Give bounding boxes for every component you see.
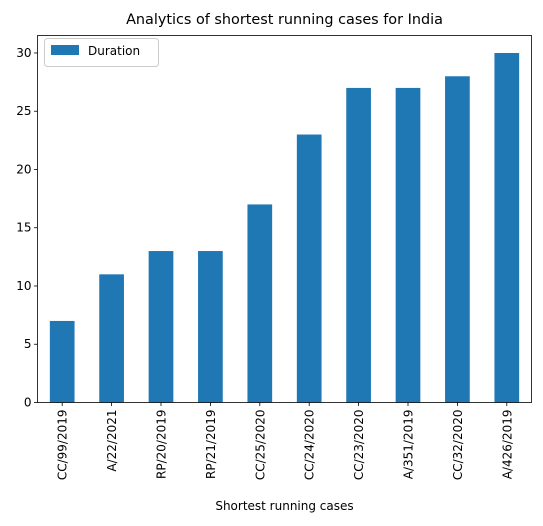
bars-group: [49, 52, 520, 403]
x-axis-label: Shortest running cases: [215, 499, 353, 513]
bar: [247, 204, 273, 403]
bar: [395, 87, 421, 403]
bar: [49, 320, 75, 403]
x-tick-label: CC/23/2020: [352, 410, 366, 481]
x-tick-label: RP/21/2019: [204, 410, 218, 479]
y-tick-label: 10: [16, 279, 31, 293]
bar: [148, 251, 174, 403]
x-tick-label: A/426/2019: [500, 410, 514, 480]
y-tick-label: 15: [16, 221, 31, 235]
y-tick-label: 0: [24, 396, 32, 410]
bar: [494, 52, 520, 403]
x-axis: CC/99/2019 A/22/2021 RP/20/2019 RP/21/2019 C…: [56, 402, 514, 481]
x-tick-label: RP/20/2019: [155, 410, 169, 479]
legend-label: Duration: [88, 44, 140, 58]
y-tick-label: 25: [16, 104, 31, 118]
x-tick-label: A/22/2021: [105, 410, 119, 472]
x-tick-label: CC/24/2020: [303, 410, 317, 481]
x-tick-label: CC/99/2019: [56, 410, 70, 481]
bar: [346, 87, 371, 403]
chart-title: Analytics of shortest running cases for …: [126, 12, 443, 28]
x-tick-label: CC/32/2020: [451, 410, 465, 481]
bar: [296, 134, 322, 403]
bar: [445, 76, 470, 403]
x-tick-label: A/351/2019: [402, 410, 416, 480]
bar: [99, 274, 124, 403]
y-tick-label: 5: [24, 337, 32, 351]
plot-frame: [37, 35, 532, 403]
legend: Duration: [44, 38, 159, 67]
legend-swatch: [51, 45, 79, 55]
x-tick-label: CC/25/2020: [253, 410, 267, 481]
bar: [198, 251, 223, 403]
y-axis: 0 5 10 15 20 25 30: [16, 46, 38, 410]
y-tick-label: 30: [16, 46, 31, 60]
y-tick-label: 20: [16, 162, 31, 176]
